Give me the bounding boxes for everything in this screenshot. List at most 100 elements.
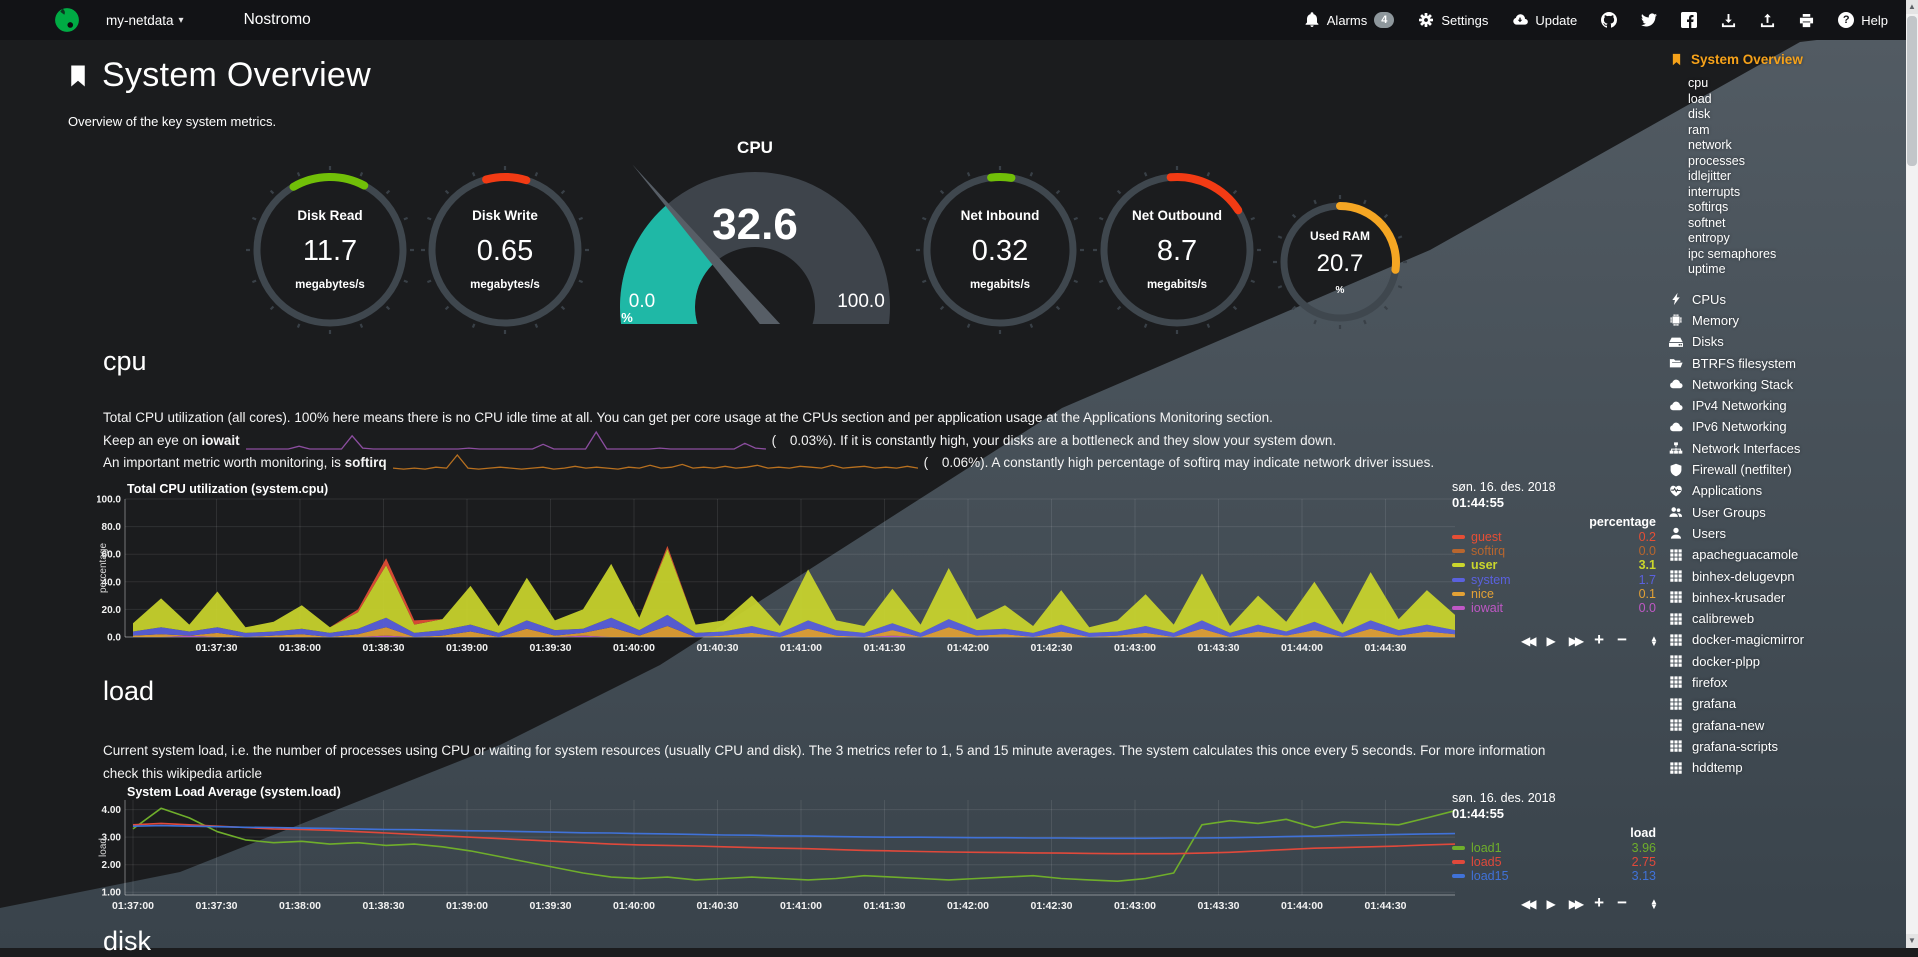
sidebar-subitem-softirqs[interactable]: softirqs [1688,200,1729,214]
help-button[interactable]: ? Help [1838,12,1888,28]
sidebar-subitem-interrupts[interactable]: interrupts [1688,184,1741,199]
svg-text:megabytes/s: megabytes/s [295,279,365,291]
pan-right-icon[interactable]: ▶▶ [1568,634,1585,648]
svg-text:0.0: 0.0 [629,291,655,312]
sidebar-item-system-overview[interactable]: System Overview [1664,52,1902,67]
sidebar-item-docker-magicmirror[interactable]: docker-magicmirror [1664,629,1902,650]
print-icon[interactable] [1799,13,1814,28]
twitter-icon[interactable] [1641,12,1658,28]
sidebar-item-firewall-netfilter-[interactable]: Firewall (netfilter) [1664,459,1902,480]
pan-right-icon[interactable]: ▶▶ [1568,897,1585,911]
svg-text:01:42:00: 01:42:00 [947,642,989,654]
scrollbar-thumb[interactable] [1907,16,1917,166]
grid-icon [1669,739,1683,753]
netdata-logo[interactable] [54,7,80,33]
legend-item-load15[interactable]: load15 3.13 [1452,869,1658,883]
sidebar-item-binhex-delugevpn[interactable]: binhex-delugevpn [1664,565,1902,586]
sidebar-item-memory[interactable]: Memory [1664,310,1902,331]
sidebar-subitem-softnet[interactable]: softnet [1688,215,1726,230]
sidebar-item-user-groups[interactable]: User Groups [1664,501,1902,522]
svg-text:megabits/s: megabits/s [970,279,1030,291]
resize-icon[interactable]: ▲ ▼ [1650,897,1658,911]
sidebar-item-hddtemp[interactable]: hddtemp [1664,757,1902,778]
scroll-up-arrow[interactable]: ▲ [1906,0,1918,14]
sidebar-subitem-load[interactable]: load [1688,91,1712,106]
sidebar-subitem-network[interactable]: network [1688,138,1732,152]
chart-cpu-utilization[interactable]: 100.0 80.0 60.0 40.0 20.0 0.0 01:37:30 01:38:00… [96,482,1660,664]
sidebar-item-applications[interactable]: Applications [1664,480,1902,501]
sidebar-item-btrfs-filesystem[interactable]: BTRFS filesystem [1664,352,1902,373]
page-subtitle: Overview of the key system metrics. [68,114,277,129]
chart-system-load[interactable]: 4.00 3.00 2.00 1.00 01:37:00 01:37:30 01:38:00… [97,785,1660,921]
sidebar-item-docker-plpp[interactable]: docker-plpp [1664,651,1902,672]
svg-text:01:40:30: 01:40:30 [696,900,738,912]
play-icon[interactable]: ▶ [1546,634,1556,648]
legend-swatch [1452,874,1465,879]
pan-left-icon[interactable]: ◀◀ [1521,634,1537,648]
legend-item-iowait[interactable]: iowait 0.0 [1452,601,1658,615]
svg-text:01:41:00: 01:41:00 [780,642,822,654]
play-icon[interactable]: ▶ [1546,897,1556,911]
legend-item-nice[interactable]: nice 0.1 [1452,587,1658,601]
sidebar-item-cpus[interactable]: CPUs [1664,289,1902,310]
my-netdata-menu[interactable]: my-netdata ▾ [106,13,184,28]
svg-text:32.6: 32.6 [712,200,798,249]
settings-button[interactable]: Settings [1418,12,1488,28]
zoom-out-icon[interactable]: − [1617,630,1628,649]
sidebar-item-grafana-new[interactable]: grafana-new [1664,714,1902,735]
sidebar-item-users[interactable]: Users [1664,523,1902,544]
legend-item-guest[interactable]: guest 0.2 [1452,530,1658,544]
legend-series-value: 3.13 [1631,869,1656,884]
sidebar-item-disks[interactable]: Disks [1664,331,1902,352]
legend-series-name: nice [1471,586,1494,601]
sidebar-item-apacheguacamole[interactable]: apacheguacamole [1664,544,1902,565]
gauge-disk-read[interactable]: Disk Read 11.7 megabytes/s [245,165,415,340]
gauge-used-ram[interactable]: Used RAM 20.7% [1272,194,1408,335]
sidebar-subitem-entropy[interactable]: entropy [1688,231,1730,245]
sidebar-subitem-disk[interactable]: disk [1688,107,1711,121]
sidebar-item-grafana[interactable]: grafana [1664,693,1902,714]
sidebar-item-firefox[interactable]: firefox [1664,672,1902,693]
sidebar-item-grafana-scripts[interactable]: grafana-scripts [1664,736,1902,757]
legend-item-load5[interactable]: load5 2.75 [1452,855,1658,869]
sidebar-item-label: IPv6 Networking [1692,419,1787,435]
scroll-down-arrow[interactable]: ▼ [1906,934,1918,948]
github-icon[interactable] [1601,12,1618,28]
svg-text:3.00: 3.00 [102,833,122,844]
legend-series-name: softirq [1471,544,1506,559]
page-scrollbar[interactable]: ▲ ▼ [1906,0,1918,948]
zoom-in-icon[interactable]: + [1594,630,1605,649]
export-snapshot-icon[interactable] [1760,13,1775,28]
import-snapshot-icon[interactable] [1721,13,1736,28]
sidebar-item-networking-stack[interactable]: Networking Stack [1664,374,1902,395]
sidebar-item-ipv4-networking[interactable]: IPv4 Networking [1664,395,1902,416]
update-button[interactable]: Update [1512,12,1577,28]
svg-text:01:44:30: 01:44:30 [1364,642,1406,654]
resize-icon[interactable]: ▲ ▼ [1650,634,1658,648]
legend-item-softirq[interactable]: softirq 0.0 [1452,544,1658,558]
sidebar-item-ipv6-networking[interactable]: IPv6 Networking [1664,416,1902,437]
zoom-in-icon[interactable]: + [1594,893,1605,912]
pan-left-icon[interactable]: ◀◀ [1521,897,1537,911]
sidebar-subitem-idlejitter[interactable]: idlejitter [1688,169,1732,183]
sidebar-subitem-ipc-semaphores[interactable]: ipc semaphores [1688,246,1777,261]
facebook-icon[interactable] [1681,12,1698,28]
sidebar-item-calibreweb[interactable]: calibreweb [1664,608,1902,629]
legend-item-user[interactable]: user 3.1 [1452,558,1658,572]
sidebar-subitem-cpu[interactable]: cpu [1688,76,1709,90]
alarms-button[interactable]: Alarms 4 [1304,12,1395,28]
gauge-net-inbound[interactable]: Net Inbound 0.32 megabits/s [915,165,1085,340]
gauge-net-outbound[interactable]: Net Outbound 8.7 megabits/s [1092,165,1262,340]
sidebar-item-binhex-krusader[interactable]: binhex-krusader [1664,587,1902,608]
gauge-cpu[interactable]: 32.6 0.0 100.0% [615,160,895,369]
zoom-out-icon[interactable]: − [1617,893,1628,912]
sidebar-subitem-uptime[interactable]: uptime [1688,262,1726,276]
legend-item-system[interactable]: system 1.7 [1452,573,1658,587]
sidebar-subitem-ram[interactable]: ram [1688,122,1710,137]
sidebar-subitem-processes[interactable]: processes [1688,153,1745,168]
sidebar-item-network-interfaces[interactable]: Network Interfaces [1664,438,1902,459]
sidebar-item-label: User Groups [1692,504,1766,520]
legend-swatch [1452,577,1465,582]
gauge-disk-write[interactable]: Disk Write 0.65 megabytes/s [420,165,590,340]
legend-item-load1[interactable]: load1 3.96 [1452,841,1658,855]
